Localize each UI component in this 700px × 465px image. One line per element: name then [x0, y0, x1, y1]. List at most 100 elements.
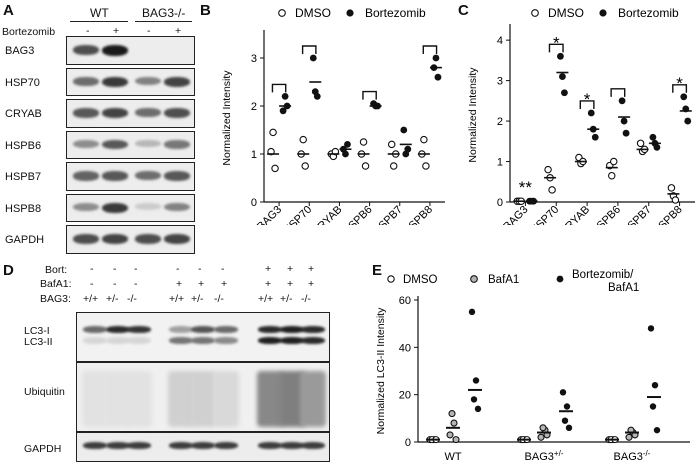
cond-bort-value: - [134, 263, 138, 275]
blot-band [73, 234, 99, 244]
significance-bracket [672, 84, 688, 93]
cond-bafa1-value: + [308, 278, 315, 290]
group-line-bag3ko [135, 21, 192, 23]
legend-marker-dmso [531, 9, 539, 17]
blot-band [258, 337, 282, 344]
cond-bag3-value: +/+ [169, 293, 185, 305]
treatment-sign: - [86, 25, 90, 37]
cond-bort-value: - [113, 263, 117, 275]
data-point-dmso [608, 171, 616, 180]
data-point-bortezomib-bafa1 [653, 426, 661, 434]
data-point-bortezomib [313, 93, 321, 100]
x-tick-label: BAG3 [255, 204, 284, 225]
data-point-bortezomib [559, 73, 566, 80]
data-point-dmso [301, 162, 309, 170]
data-point-bortezomib-bafa1 [651, 382, 659, 389]
panel-b-letter: B [200, 2, 211, 19]
blot-band [135, 108, 161, 118]
data-point-dmso [548, 186, 556, 194]
blot-band [301, 442, 325, 449]
blot-band [258, 442, 282, 449]
legend-marker-bafa1 [470, 275, 478, 283]
significance-star: * [553, 33, 560, 52]
legend-marker-bortezomib [599, 9, 607, 17]
treatment-label: Bortezomib [2, 26, 56, 38]
data-point-bafa1 [446, 431, 454, 439]
cond-bag3-value: -/- [301, 293, 311, 305]
significance-bracket [271, 83, 287, 93]
row-label-lc3-ii: LC3-II [24, 336, 53, 348]
x-tick-label: HSPB8 [401, 204, 435, 225]
row-label-ubiquitin: Ubiquitin [24, 386, 65, 398]
y-tick-label: 60 [399, 295, 411, 307]
x-tick-label: CRYAB [310, 204, 345, 225]
data-point-bortezomib [591, 133, 599, 141]
blot-band [191, 442, 215, 449]
data-point-bortezomib [432, 54, 440, 62]
data-point-bortezomib-bafa1 [472, 377, 480, 384]
blot-band [127, 442, 151, 449]
blot-box [66, 193, 195, 222]
blot-band [164, 171, 190, 181]
x-tick-label: HSPB7 [620, 204, 654, 225]
data-point-dmso [636, 139, 645, 148]
treatment-sign: - [147, 25, 151, 37]
cond-bort-value: + [287, 263, 294, 275]
data-point-dmso [610, 157, 618, 166]
data-point-bafa1 [452, 436, 460, 444]
blot-band [169, 442, 193, 449]
blot-band [73, 139, 99, 148]
cond-bag3-value: +/- [191, 293, 204, 305]
blot-band [102, 45, 128, 57]
data-point-bortezomib-bafa1 [470, 396, 478, 403]
cond-bag3-value: +/+ [83, 293, 99, 305]
blot-band [214, 442, 238, 449]
cond-bag3-value: +/- [280, 293, 293, 305]
cond-label-bort: Bort: [45, 264, 68, 276]
data-point-bortezomib [400, 126, 408, 134]
blot-band [258, 326, 282, 333]
cond-bort-value: + [308, 263, 315, 275]
blot-band [83, 442, 107, 449]
data-point-bortezomib [587, 109, 595, 117]
treatment-sign: + [175, 25, 182, 37]
blot-row-label: HSPB6 [5, 139, 42, 152]
blot-band [102, 234, 128, 245]
y-tick-label: 4 [497, 35, 503, 47]
blot-box [66, 99, 195, 128]
panel-a-letter: A [3, 2, 14, 19]
data-point-bafa1 [539, 424, 547, 432]
chart-b: DMSO Bortezomib 0 1 2 3 Normalized Intensity BA… [221, 6, 445, 225]
data-point-bortezomib-bafa1 [559, 389, 567, 396]
blot-smear [257, 371, 283, 427]
y-tick-label: 0 [405, 437, 411, 449]
group-label-bag3ko: BAG3-/- [142, 6, 186, 20]
cond-bag3-value: +/+ [258, 293, 274, 305]
cond-bafa1-value: - [134, 278, 138, 290]
blot-band [164, 139, 190, 149]
blot-band [106, 326, 130, 333]
blot-smear [168, 371, 194, 427]
blot-band [83, 326, 107, 333]
y-tick-label: 2 [251, 101, 257, 113]
y-tick-label: 0 [497, 197, 503, 209]
cond-bafa1-value: + [221, 278, 228, 290]
data-point-bortezomib-bafa1 [474, 405, 482, 413]
blot-band [102, 108, 128, 119]
data-point-bortezomib [684, 117, 692, 125]
blot-smear [126, 371, 152, 427]
significance-star: * [584, 90, 591, 109]
cond-bafa1-value: + [265, 278, 272, 290]
blot-box [66, 162, 195, 191]
blot-band [73, 76, 99, 86]
data-point-bafa1 [450, 419, 458, 427]
y-tick-label: 1 [497, 157, 503, 169]
legend-label-bortezomib: Bortezomib/ [572, 269, 634, 281]
cond-label-bafa1: BafA1: [40, 278, 72, 290]
x-group-label: WT [444, 451, 461, 463]
data-point-bortezomib [404, 145, 412, 153]
y-tick-label: 0 [251, 197, 257, 209]
panel-e-letter: E [372, 262, 383, 279]
group-label-wt: WT [90, 6, 109, 20]
y-tick-label: 40 [399, 342, 411, 354]
